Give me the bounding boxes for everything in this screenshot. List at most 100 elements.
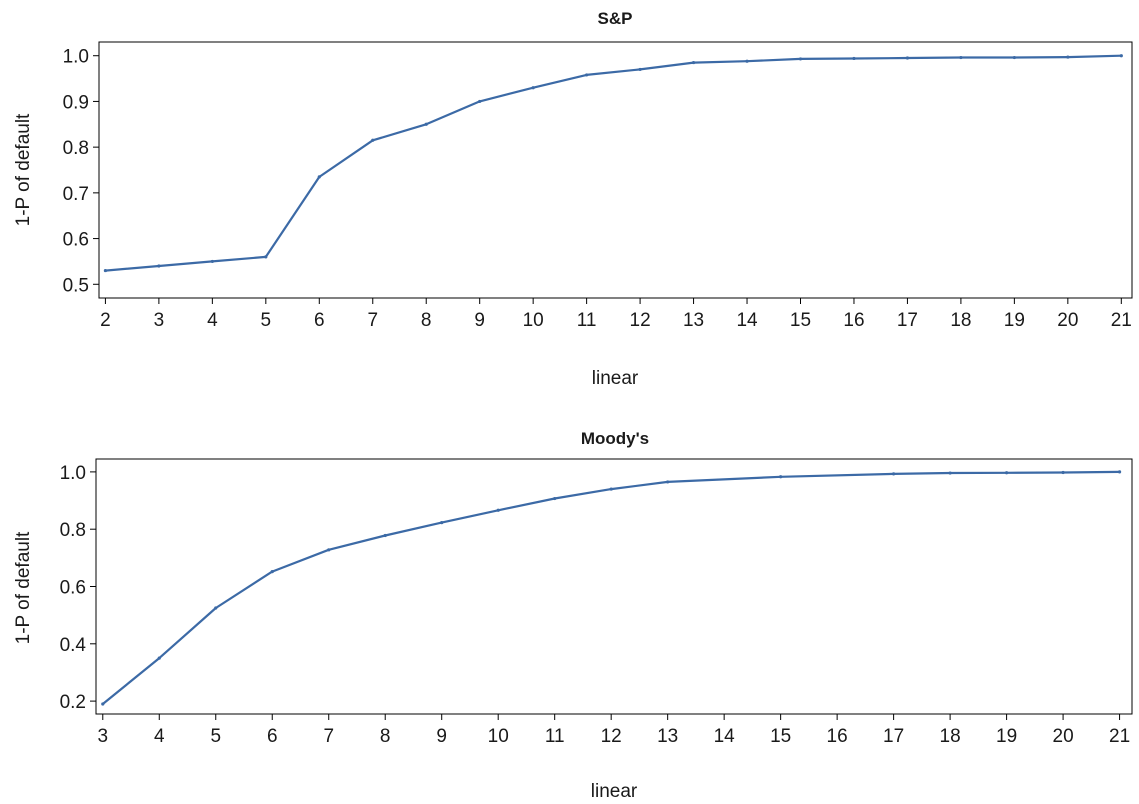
x-tick-label: 19	[1004, 310, 1025, 331]
x-tick-label: 14	[736, 310, 758, 331]
x-tick-label: 20	[1053, 726, 1074, 747]
x-tick-label: 5	[210, 726, 221, 747]
x-tick-label: 7	[323, 726, 334, 747]
data-point	[478, 99, 482, 104]
data-point	[157, 656, 161, 660]
x-tick-label: 17	[897, 310, 918, 331]
data-point	[210, 259, 214, 264]
plot-frame	[95, 458, 1133, 715]
x-tick-label: 7	[367, 310, 378, 331]
y-tick-label: 0.8	[63, 138, 89, 159]
y-tick-label: 1.0	[60, 463, 86, 484]
x-tick-label: 17	[883, 726, 904, 747]
data-point	[327, 548, 331, 552]
data-point	[383, 533, 387, 538]
data-point	[553, 496, 557, 501]
x-tick-label: 10	[523, 310, 544, 331]
series-line	[102, 470, 1120, 705]
y-tick-label: 0.2	[60, 692, 86, 713]
y-axis-label: 1-P of default	[13, 113, 34, 226]
x-tick-label: 19	[996, 726, 1017, 747]
data-point	[892, 472, 896, 476]
data-point	[531, 86, 535, 90]
y-axis-label: 1-P of default	[13, 531, 34, 644]
data-point	[270, 570, 274, 574]
data-point	[371, 138, 375, 142]
chart-title: Moody's	[581, 429, 649, 448]
data-point	[317, 175, 321, 179]
x-axis-label: linear	[591, 781, 638, 802]
x-tick-label: 3	[97, 726, 108, 747]
data-point	[905, 56, 910, 60]
tick-group: 2 3 4 5 6 7 8 9 10 11 12 13 14 15 16 17 18 19 20 21 0.5 0.6 0.…	[63, 47, 1132, 331]
point-group	[101, 470, 1122, 706]
x-tick-label: 5	[261, 310, 272, 331]
x-tick-label: 20	[1057, 310, 1078, 331]
x-tick-label: 15	[790, 310, 811, 331]
x-tick-label: 16	[827, 726, 848, 747]
x-tick-label: 11	[577, 310, 597, 331]
x-tick-label: 4	[154, 726, 165, 747]
data-point	[666, 480, 670, 484]
data-point	[496, 508, 500, 512]
data-point	[585, 73, 589, 77]
y-tick-label: 1.0	[63, 47, 89, 68]
x-tick-label: 12	[630, 310, 651, 331]
x-tick-label: 14	[714, 726, 736, 747]
data-point	[101, 702, 105, 706]
chart-sp: S&P 2 3 4 5 6 7 8 9 10 11 12 13 14 15 16 17 18 19 20 21 0.5 0…	[13, 9, 1133, 389]
y-tick-label: 0.8	[60, 520, 86, 541]
data-point	[1004, 471, 1009, 475]
x-tick-label: 21	[1111, 310, 1132, 331]
x-tick-label: 15	[770, 726, 791, 747]
chart-title: S&P	[598, 9, 633, 28]
x-tick-label: 8	[380, 726, 391, 747]
data-point	[103, 268, 108, 273]
data-point	[424, 122, 428, 126]
x-axis-label: linear	[592, 368, 639, 389]
data-point	[157, 264, 161, 268]
data-point	[779, 475, 783, 479]
tick-group: 3 4 5 6 7 8 9 10 11 12 13 14 15 16 17 18 19 20 21 0.2 0.4 0.6…	[60, 463, 1131, 747]
data-point	[440, 521, 444, 525]
x-tick-label: 16	[843, 310, 864, 331]
data-point	[214, 606, 218, 610]
data-point	[798, 57, 803, 61]
x-tick-label: 12	[601, 726, 622, 747]
y-tick-label: 0.9	[63, 92, 89, 113]
data-point	[948, 471, 952, 475]
x-tick-label: 6	[267, 726, 278, 747]
data-point	[959, 55, 963, 60]
x-tick-label: 18	[940, 726, 961, 747]
x-tick-label: 6	[314, 310, 325, 331]
x-tick-label: 21	[1109, 726, 1130, 747]
data-point	[638, 67, 642, 72]
data-point	[264, 255, 268, 259]
x-tick-label: 4	[207, 310, 218, 331]
data-point	[852, 56, 856, 61]
x-tick-label: 11	[545, 726, 565, 747]
y-tick-label: 0.6	[60, 578, 86, 599]
x-tick-label: 13	[657, 726, 678, 747]
data-point	[745, 59, 749, 63]
data-point	[1012, 55, 1016, 60]
data-point	[609, 487, 613, 491]
chart-moodys: Moody's 3 4 5 6 7 8 9 10 11 12 13 14 15 16 17 18 19 20 21 0…	[13, 429, 1133, 802]
x-tick-label: 9	[474, 310, 485, 331]
x-tick-label: 18	[950, 310, 971, 331]
x-tick-label: 9	[436, 726, 447, 747]
x-tick-label: 13	[683, 310, 704, 331]
x-tick-label: 3	[154, 310, 165, 331]
data-point	[1117, 470, 1122, 474]
x-tick-label: 10	[488, 726, 509, 747]
data-point	[691, 60, 696, 65]
y-tick-label: 0.7	[63, 184, 89, 205]
y-tick-label: 0.6	[63, 230, 89, 251]
data-point	[1066, 55, 1070, 59]
x-tick-label: 8	[421, 310, 432, 331]
point-group	[103, 54, 1123, 273]
y-tick-label: 0.4	[60, 635, 87, 656]
data-point	[1119, 54, 1123, 58]
data-point	[1061, 470, 1065, 475]
